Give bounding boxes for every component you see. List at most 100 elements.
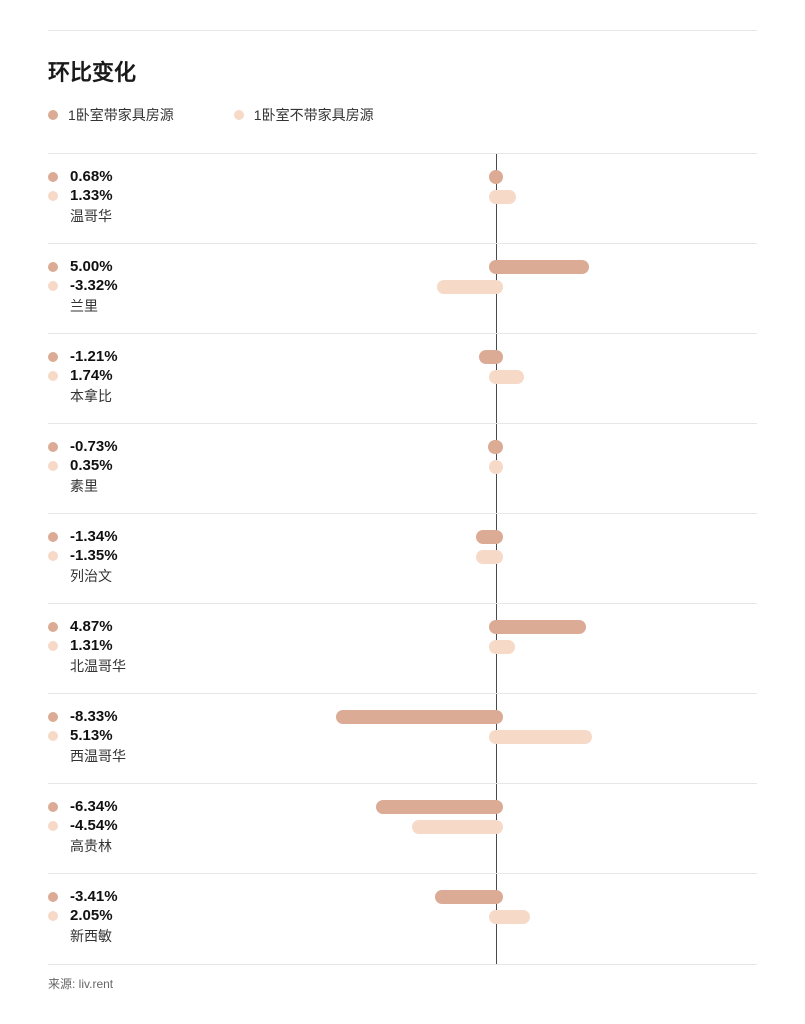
chart-row: -0.73% 0.35% 素里 xyxy=(48,424,757,514)
furnished-line: -3.41% xyxy=(48,888,208,905)
bar xyxy=(437,280,503,294)
furnished-value: -3.41% xyxy=(70,888,118,905)
row-info: -1.34% -1.35% 列治文 xyxy=(48,528,208,586)
furnished-value: -6.34% xyxy=(70,798,118,815)
bar xyxy=(489,730,592,744)
unfurnished-line: -1.35% xyxy=(48,547,208,564)
city-label: 列治文 xyxy=(70,566,208,586)
row-info: 4.87% 1.31% 北温哥华 xyxy=(48,618,208,676)
chart-title: 环比变化 xyxy=(48,55,757,87)
dot-icon xyxy=(48,442,58,452)
dot-icon xyxy=(48,371,58,381)
dot-icon xyxy=(48,461,58,471)
dot-icon xyxy=(48,802,58,812)
unfurnished-value: -1.35% xyxy=(70,547,118,564)
furnished-value: 5.00% xyxy=(70,258,113,275)
bar xyxy=(489,190,516,204)
bar xyxy=(489,260,589,274)
furnished-value: 0.68% xyxy=(70,168,113,185)
legend-item-unfurnished: 1卧室不带家具房源 xyxy=(234,105,374,125)
furnished-line: 0.68% xyxy=(48,168,208,185)
bar xyxy=(412,820,503,834)
row-info: -3.41% 2.05% 新西敏 xyxy=(48,888,208,946)
row-info: -1.21% 1.74% 本拿比 xyxy=(48,348,208,406)
city-label: 新西敏 xyxy=(70,926,208,946)
bar xyxy=(489,370,524,384)
dot-icon xyxy=(48,712,58,722)
unfurnished-value: 1.31% xyxy=(70,637,113,654)
unfurnished-line: 2.05% xyxy=(48,907,208,924)
unfurnished-line: 1.74% xyxy=(48,367,208,384)
unfurnished-value: -3.32% xyxy=(70,277,118,294)
row-info: 5.00%-3.32%兰里 xyxy=(48,258,208,316)
city-label: 温哥华 xyxy=(70,206,208,226)
furnished-value: -1.34% xyxy=(70,528,118,545)
row-info: 0.68% 1.33% 温哥华 xyxy=(48,168,208,226)
legend-label-furnished: 1卧室带家具房源 xyxy=(68,105,174,125)
furnished-value: -0.73% xyxy=(70,438,118,455)
dot-icon xyxy=(48,892,58,902)
city-label: 本拿比 xyxy=(70,386,208,406)
city-label: 素里 xyxy=(70,476,208,496)
bar xyxy=(336,710,503,724)
row-info: -6.34% -4.54% 高贵林 xyxy=(48,798,208,856)
unfurnished-line: -3.32% xyxy=(48,277,208,294)
chart-row: -3.41% 2.05% 新西敏 xyxy=(48,874,757,964)
furnished-line: -1.34% xyxy=(48,528,208,545)
unfurnished-value: -4.54% xyxy=(70,817,118,834)
dot-icon xyxy=(48,731,58,741)
bar xyxy=(476,530,503,544)
unfurnished-line: 1.31% xyxy=(48,637,208,654)
chart-row: -8.33% 5.13% 西温哥华 xyxy=(48,694,757,784)
bar xyxy=(488,440,503,454)
bar xyxy=(476,550,503,564)
chart-row: 4.87% 1.31% 北温哥华 xyxy=(48,604,757,694)
furnished-line: -8.33% xyxy=(48,708,208,725)
legend-dot-icon xyxy=(48,110,58,120)
legend-label-unfurnished: 1卧室不带家具房源 xyxy=(254,105,374,125)
bar xyxy=(489,640,515,654)
dot-icon xyxy=(48,191,58,201)
city-label: 北温哥华 xyxy=(70,656,208,676)
furnished-line: -1.21% xyxy=(48,348,208,365)
chart-row: 5.00%-3.32%兰里 xyxy=(48,244,757,334)
city-label: 西温哥华 xyxy=(70,746,208,766)
furnished-line: -0.73% xyxy=(48,438,208,455)
bar xyxy=(489,620,586,634)
chart-container: 0.68%1.33%温哥华5.00%-3.32%兰里-1.21%1.74%本拿比… xyxy=(48,153,757,965)
bar xyxy=(435,890,503,904)
chart-row: 0.68% 1.33% 温哥华 xyxy=(48,154,757,244)
dot-icon xyxy=(48,551,58,561)
dot-icon xyxy=(48,622,58,632)
chart-row: -1.34% -1.35% 列治文 xyxy=(48,514,757,604)
unfurnished-value: 1.33% xyxy=(70,187,113,204)
unfurnished-value: 5.13% xyxy=(70,727,113,744)
unfurnished-value: 1.74% xyxy=(70,367,113,384)
unfurnished-line: -4.54% xyxy=(48,817,208,834)
legend-dot-icon xyxy=(234,110,244,120)
bar xyxy=(376,800,503,814)
furnished-value: 4.87% xyxy=(70,618,113,635)
dot-icon xyxy=(48,281,58,291)
bar xyxy=(489,460,503,474)
unfurnished-value: 2.05% xyxy=(70,907,113,924)
legend-item-furnished: 1卧室带家具房源 xyxy=(48,105,174,125)
row-info: -0.73% 0.35% 素里 xyxy=(48,438,208,496)
chart-row: -6.34% -4.54% 高贵林 xyxy=(48,784,757,874)
dot-icon xyxy=(48,641,58,651)
dot-icon xyxy=(48,172,58,182)
dot-icon xyxy=(48,821,58,831)
furnished-line: -6.34% xyxy=(48,798,208,815)
city-label: 高贵林 xyxy=(70,836,208,856)
dot-icon xyxy=(48,262,58,272)
unfurnished-line: 5.13% xyxy=(48,727,208,744)
furnished-line: 4.87% xyxy=(48,618,208,635)
furnished-value: -1.21% xyxy=(70,348,118,365)
row-info: -8.33% 5.13% 西温哥华 xyxy=(48,708,208,766)
dot-icon xyxy=(48,532,58,542)
top-divider xyxy=(48,30,757,31)
dot-icon xyxy=(48,911,58,921)
unfurnished-value: 0.35% xyxy=(70,457,113,474)
bar xyxy=(479,350,503,364)
unfurnished-line: 1.33% xyxy=(48,187,208,204)
